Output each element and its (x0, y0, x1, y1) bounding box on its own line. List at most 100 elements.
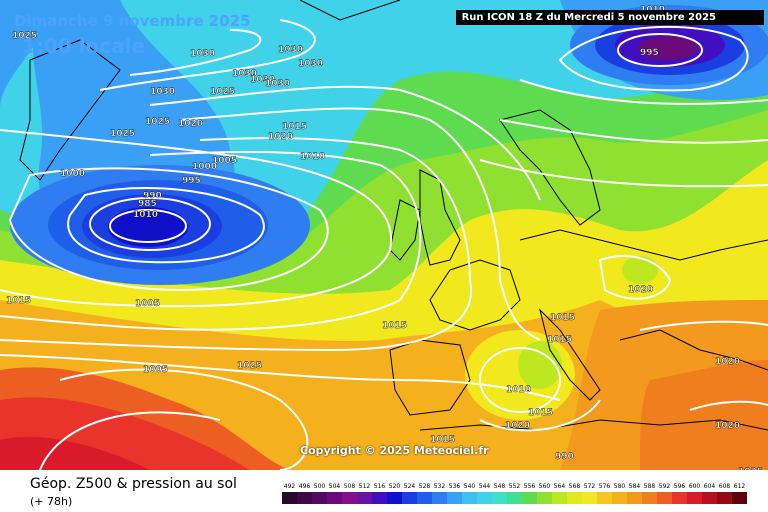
isobar-990-ne (617, 33, 703, 67)
legend-swatch (357, 492, 372, 504)
pressure-label: 1000 (60, 169, 85, 179)
france-coast (429, 259, 521, 331)
z500-sw-darkred (0, 436, 150, 470)
legend-swatch (732, 492, 747, 504)
pressure-label: 1030 (190, 49, 215, 59)
pressure-label: 1025 (738, 467, 763, 470)
legend-swatch (597, 492, 612, 504)
pressure-label: 990 (143, 191, 162, 201)
pressure-label: 1000 (192, 162, 217, 172)
pressure-label: 1025 (145, 117, 170, 127)
legend-value: 564 (554, 483, 566, 490)
legend-value: 532 (434, 483, 446, 490)
pressure-label: 1010 (133, 210, 158, 220)
pressure-label: 1005 (143, 365, 168, 375)
legend-swatch (432, 492, 447, 504)
isobar-1020 (149, 85, 541, 201)
isobar-995-ne (558, 25, 749, 92)
pressure-label: 1015 (282, 122, 307, 132)
pressure-label: 1020 (505, 421, 530, 431)
copyright-notice: Copyright © 2025 Meteociel.fr (300, 444, 489, 457)
legend-swatch (417, 492, 432, 504)
forecast-lead-time: (+ 78h) (30, 495, 73, 508)
model-run-info: Run ICON 18 Z du Mercredi 5 novembre 202… (455, 10, 764, 25)
pressure-label: 1015 (6, 296, 31, 306)
legend-value: 604 (704, 483, 716, 490)
central-europe-borders (519, 229, 768, 261)
legend-swatch (672, 492, 687, 504)
legend-swatch (522, 492, 537, 504)
legend-swatch (687, 492, 702, 504)
isobar-990 (89, 197, 211, 251)
legend-swatch (582, 492, 597, 504)
isobar-1000-ne (519, 79, 768, 105)
legend-swatch (552, 492, 567, 504)
pressure-label: 1020 (628, 285, 653, 295)
isobar-1025-south (59, 368, 309, 470)
legend-value: 508 (344, 483, 356, 490)
pressure-label: 1020 (268, 132, 293, 142)
pressure-label: 1030 (298, 59, 323, 69)
isobar-1030-south (39, 411, 221, 470)
forecast-date: Dimanche 9 novembre 2025 (14, 12, 251, 30)
legend-value: 584 (629, 483, 641, 490)
svalbard-coast (299, 0, 401, 21)
legend-value: 544 (479, 483, 491, 490)
z500-low-core (108, 207, 188, 247)
z500-ne-core (638, 36, 698, 60)
italy-coast (539, 308, 601, 401)
isobar-1015 (0, 137, 473, 352)
isobar-1005-ne (499, 119, 768, 144)
pressure-label: 1015 (547, 335, 572, 345)
pressure-label: 1030 (232, 69, 257, 79)
legend-swatch (642, 492, 657, 504)
isobar-1005 (0, 129, 393, 308)
isobar-1005-med (479, 347, 561, 413)
legend-swatch (492, 492, 507, 504)
pressure-label: 1015 (528, 408, 553, 418)
isobar-1030 (129, 29, 262, 76)
chart-title: Géop. Z500 & pression au sol (30, 476, 237, 492)
legend-value: 500 (314, 483, 326, 490)
z500-field-lightblue-nw (0, 0, 45, 110)
pressure-label: 1005 (135, 299, 160, 309)
pressure-label: 1030 (278, 45, 303, 55)
legend-value: 608 (719, 483, 731, 490)
isobar-1020-south (0, 354, 561, 401)
legend-value: 592 (659, 483, 671, 490)
legend-value: 596 (674, 483, 686, 490)
scandinavia-coast (499, 109, 601, 226)
pressure-label: 1015 (430, 435, 455, 445)
pressure-label: 1030 (250, 75, 275, 85)
z500-med-green (518, 341, 562, 389)
z500-se-dark-orange (640, 360, 768, 470)
legend-swatch (372, 492, 387, 504)
pressure-label: 1010 (506, 385, 531, 395)
isobar-1010-med (479, 399, 601, 432)
legend-swatch (402, 492, 417, 504)
britain-coast (419, 169, 461, 266)
legend-value: 588 (644, 483, 656, 490)
legend-value: 572 (584, 483, 596, 490)
legend-value: 612 (734, 483, 746, 490)
isobar-1010 (0, 151, 422, 331)
iberia-coast (389, 339, 471, 416)
legend-value: 512 (359, 483, 371, 490)
pressure-label: 1030 (150, 87, 175, 97)
isobar-1000 (8, 167, 329, 292)
coastlines (19, 0, 768, 431)
isobar-1015-central (598, 255, 672, 300)
pressure-label: 995 (182, 176, 201, 186)
legend-value: 560 (539, 483, 551, 490)
pressure-label: 990 (555, 452, 574, 462)
legend-swatch (387, 492, 402, 504)
legend-value: 528 (419, 483, 431, 490)
weather-map: 1025 1030 1030 1030 1030 1030 1030 1030 1025 1025… (0, 0, 768, 470)
legend-swatch (717, 492, 732, 504)
pressure-label: 1025 (12, 31, 37, 41)
pressure-label: 1015 (382, 321, 407, 331)
balkan-turkey-coast (619, 329, 768, 371)
legend-swatch (282, 492, 297, 504)
legend-value: 536 (449, 483, 461, 490)
pressure-label: 1020 (715, 421, 740, 431)
